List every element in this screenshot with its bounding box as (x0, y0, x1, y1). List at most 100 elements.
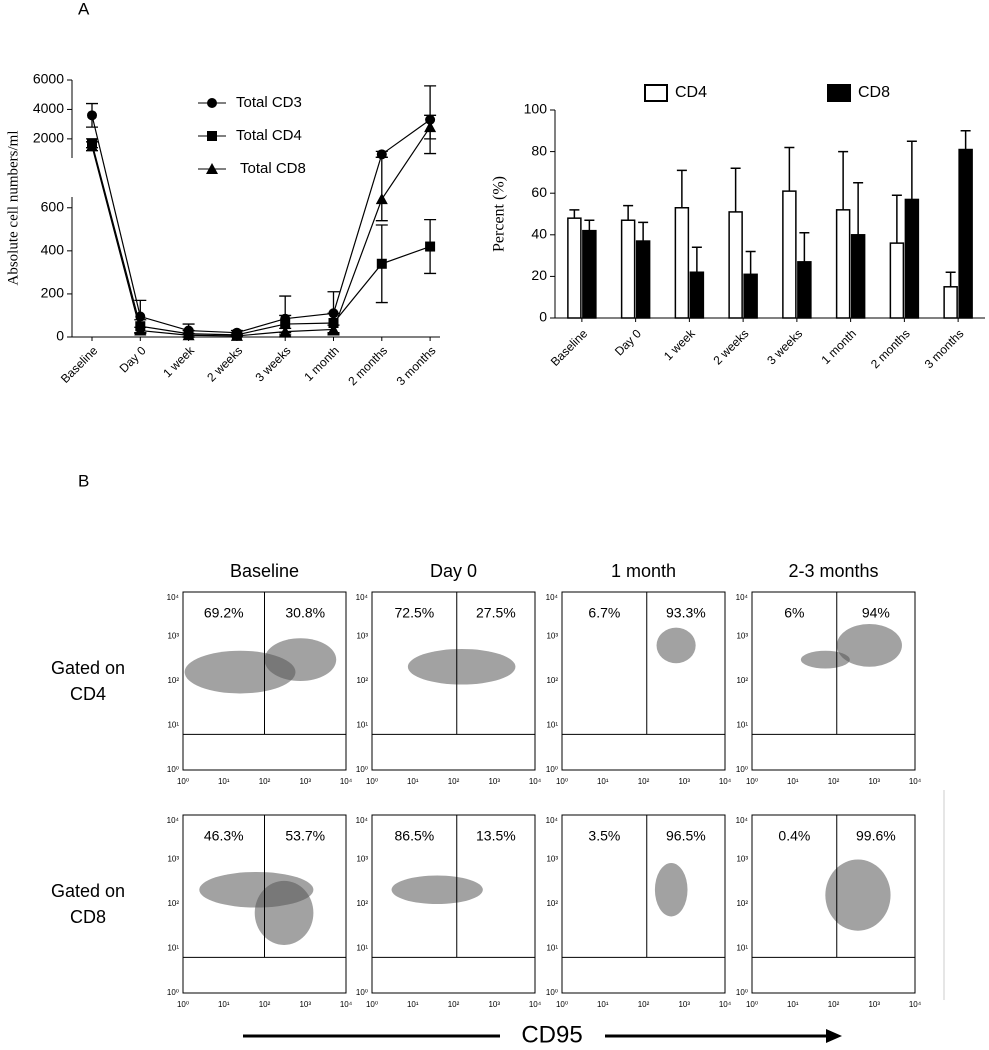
x-decade-label: 10⁴ (340, 777, 353, 786)
x-tick-label: 2 months (345, 343, 390, 388)
legend-marker (206, 163, 218, 174)
x-decade-label: 10⁴ (719, 1000, 732, 1009)
marker (375, 193, 388, 205)
bar (567, 217, 582, 319)
marker (134, 324, 147, 336)
series-line (91, 115, 431, 334)
flow-x-label: CD95 (521, 1021, 582, 1048)
y-tick-label: 20 (531, 267, 547, 283)
y-decade-label: 10¹ (546, 944, 558, 953)
y-decade-label: 10¹ (736, 944, 748, 953)
x-tick-label: 3 months (922, 326, 967, 371)
cell-cloud (800, 650, 850, 669)
bar (889, 242, 905, 319)
legend-swatch (644, 84, 668, 102)
y-decade-label: 10¹ (167, 721, 179, 730)
x-tick-label: 2 months (868, 326, 913, 371)
y-decade-label: 10⁰ (356, 988, 368, 997)
x-decade-label: 10² (259, 777, 271, 786)
panel-label: A (78, 0, 90, 18)
y-decade-label: 10¹ (167, 944, 179, 953)
y-decade-label: 10⁰ (736, 765, 748, 774)
row-label: CD8 (70, 907, 106, 927)
marker (182, 329, 195, 341)
x-decade-label: 10³ (868, 777, 880, 786)
error-bar (623, 204, 634, 221)
y-decade-label: 10¹ (356, 944, 368, 953)
x-decade-label: 10² (828, 777, 840, 786)
error-bar (569, 209, 580, 219)
marker (87, 110, 97, 121)
quadrant-percent: 27.5% (476, 605, 516, 621)
cell-cloud (254, 880, 314, 945)
marker (424, 121, 437, 133)
quadrant-percent: 99.6% (856, 828, 896, 844)
x-tick-label: Baseline (58, 343, 101, 386)
y-decade-label: 10³ (356, 632, 368, 641)
marker (280, 319, 291, 330)
bar (782, 190, 797, 319)
x-decade-label: 10² (448, 777, 460, 786)
y-decade-label: 10³ (736, 855, 748, 864)
y-decade-label: 10² (546, 899, 558, 908)
y-decade-label: 10³ (736, 632, 748, 641)
plot-frame (371, 814, 536, 994)
x-decade-label: 10⁰ (366, 777, 378, 786)
bar (689, 271, 705, 319)
cell-cloud (836, 624, 902, 667)
x-tick-label: Day 0 (612, 326, 644, 358)
error-bar (906, 140, 917, 200)
x-tick-label: 3 weeks (764, 326, 805, 367)
x-decade-label: 10² (259, 1000, 271, 1009)
y-tick-label: 60 (531, 184, 547, 200)
error-bar (638, 221, 649, 242)
legend-label: CD8 (858, 84, 890, 101)
y-tick-label: 40 (531, 226, 547, 242)
quadrant-percent: 69.2% (204, 605, 244, 621)
legend-label: Total CD3 (236, 94, 302, 111)
x-decade-label: 10⁴ (719, 777, 732, 786)
y-tick-label: 4000 (33, 100, 64, 116)
row-label: Gated on (51, 881, 125, 901)
error-bar (584, 219, 595, 231)
quadrant-percent: 72.5% (395, 605, 435, 621)
x-decade-label: 10³ (299, 777, 311, 786)
x-decade-label: 10⁴ (340, 1000, 353, 1009)
legend-label: CD4 (675, 84, 707, 101)
cell-cloud (391, 875, 483, 904)
bar (835, 209, 851, 319)
marker (425, 241, 436, 252)
y-decade-label: 10³ (546, 855, 558, 864)
marker (279, 325, 292, 337)
quadrant-percent: 6.7% (588, 605, 620, 621)
y-tick-label: 200 (41, 285, 65, 301)
y-tick-label: 400 (41, 242, 65, 258)
bar (904, 198, 920, 319)
y-decade-label: 10³ (167, 855, 179, 864)
column-header: 1 month (611, 561, 676, 581)
y-tick-label: 2000 (33, 130, 64, 146)
y-tick-label: 100 (524, 101, 548, 117)
x-decade-label: 10⁰ (746, 1000, 758, 1009)
y-decade-label: 10⁴ (167, 593, 180, 602)
marker (328, 318, 339, 328)
marker (376, 258, 387, 269)
x-decade-label: 10¹ (218, 1000, 230, 1009)
y-decade-label: 10¹ (356, 721, 368, 730)
y-decade-label: 10² (736, 676, 748, 685)
y-tick-label: 0 (56, 328, 64, 344)
bar (743, 273, 758, 319)
column-header: 2-3 months (788, 561, 878, 581)
y-decade-label: 10⁰ (546, 988, 558, 997)
cell-cloud (264, 638, 337, 681)
quadrant-percent: 93.3% (666, 605, 706, 621)
y-decade-label: 10¹ (546, 721, 558, 730)
bar (797, 261, 812, 319)
bar (728, 211, 743, 319)
bar (582, 229, 597, 319)
bar (674, 207, 690, 319)
y-axis-label: Percent (%) (491, 176, 508, 252)
y-decade-label: 10⁴ (736, 593, 749, 602)
error-bar (799, 231, 810, 262)
y-tick-label: 600 (41, 198, 65, 214)
